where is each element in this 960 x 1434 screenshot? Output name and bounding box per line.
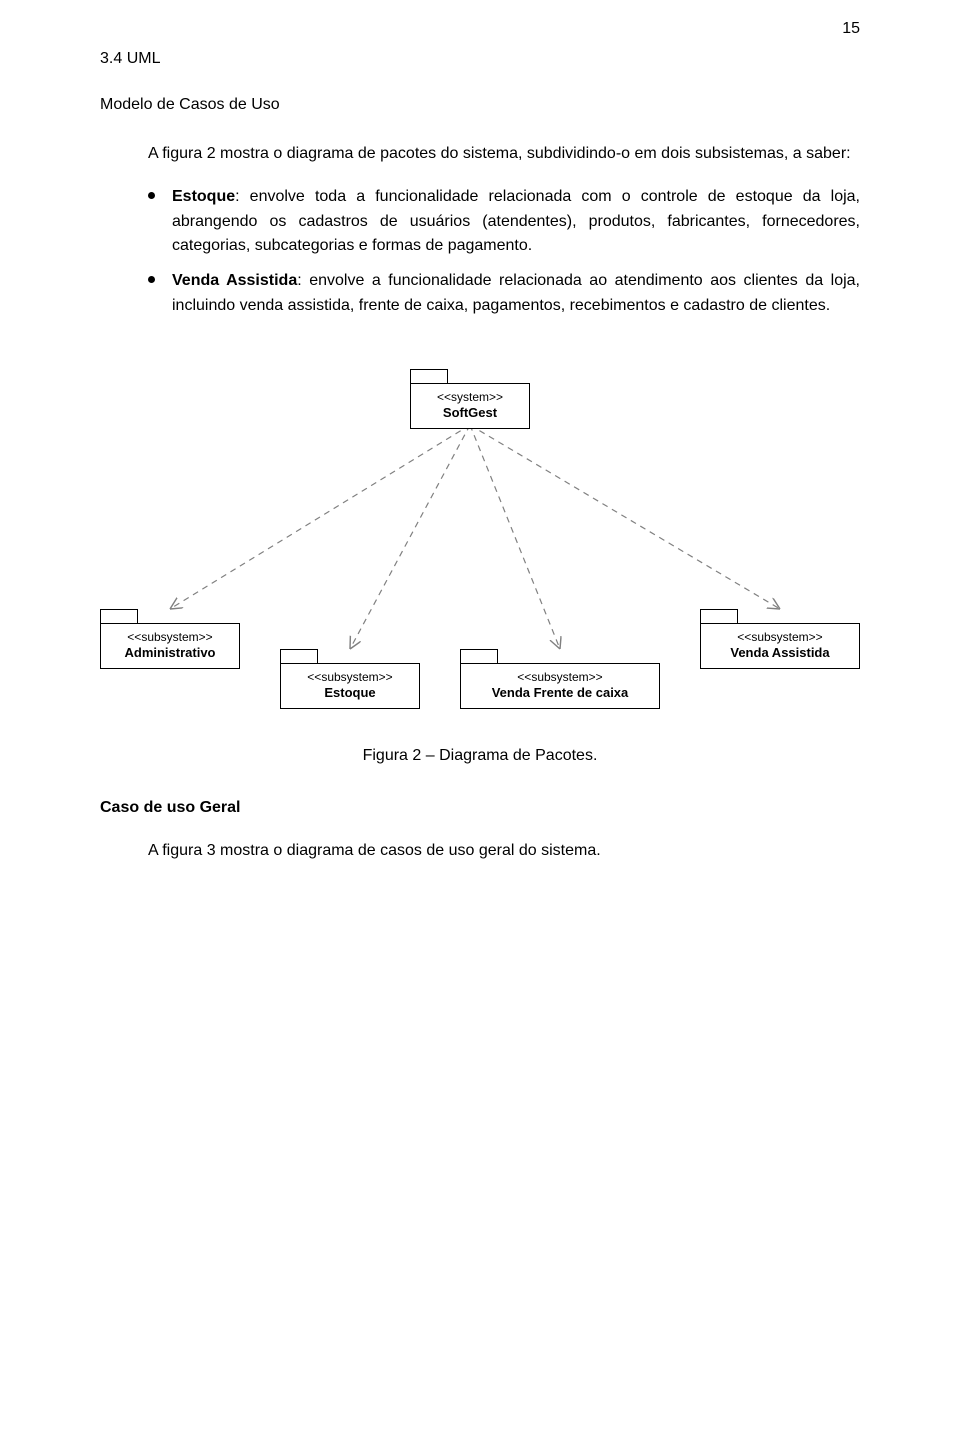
closing-paragraph: A figura 3 mostra o diagrama de casos de… — [100, 839, 860, 864]
list-item: Venda Assistida: envolve a funcionalidad… — [100, 269, 860, 319]
section-heading: 3.4 UML — [100, 50, 860, 68]
bullet-icon — [148, 276, 155, 283]
uml-package-admin: <<subsystem>>Administrativo — [100, 609, 240, 669]
case-heading: Caso de uso Geral — [100, 799, 860, 817]
bullet-list: Estoque: envolve toda a funcionalidade r… — [100, 185, 860, 319]
bullet-label: Estoque — [172, 188, 235, 205]
intro-paragraph: A figura 2 mostra o diagrama de pacotes … — [100, 142, 860, 167]
bullet-icon — [148, 192, 155, 199]
page-number: 15 — [842, 20, 860, 38]
package-diagram: <<system>>SoftGest <<subsystem>>Administr… — [100, 349, 860, 729]
page: 15 3.4 UML Modelo de Casos de Uso A figu… — [0, 0, 960, 942]
figure-caption: Figura 2 – Diagrama de Pacotes. — [100, 747, 860, 765]
bullet-text: : envolve toda a funcionalidade relacion… — [172, 188, 860, 255]
list-item: Estoque: envolve toda a funcionalidade r… — [100, 185, 860, 259]
bullet-label: Venda Assistida — [172, 272, 297, 289]
uml-package-estoque: <<subsystem>>Estoque — [280, 649, 420, 709]
uml-package-vfc: <<subsystem>>Venda Frente de caixa — [460, 649, 660, 709]
uml-package-softgest: <<system>>SoftGest — [410, 369, 530, 429]
sub-heading: Modelo de Casos de Uso — [100, 96, 860, 114]
uml-package-va: <<subsystem>>Venda Assistida — [700, 609, 860, 669]
